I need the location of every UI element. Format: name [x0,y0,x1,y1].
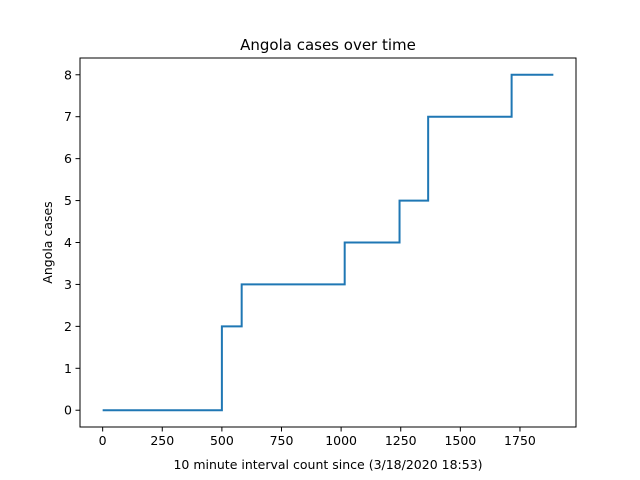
y-tick-label: 5 [64,193,72,208]
data-point [102,409,104,411]
x-tick-label: 0 [99,433,107,448]
y-tick-label: 2 [64,319,72,334]
y-tick-label: 3 [64,277,72,292]
x-tick-label: 250 [150,433,174,448]
plot-area-frame [79,57,577,428]
y-axis-label: Angola cases [40,201,55,283]
x-tick-label: 1000 [325,433,357,448]
data-point [399,200,401,202]
x-tick-label: 500 [210,433,234,448]
chart-title: Angola cases over time [240,36,416,54]
x-tick-label: 750 [270,433,294,448]
x-axis-label: 10 minute interval count since (3/18/202… [173,457,482,472]
data-point [511,74,513,76]
y-tick-label: 4 [64,235,72,250]
x-tick-label: 1750 [504,433,536,448]
data-point [344,242,346,244]
y-tick-label: 7 [64,109,72,124]
data-point [241,283,243,285]
data-point [221,325,223,327]
x-axis: 0 250 500 750 1000 1250 1500 1750 [99,427,536,448]
data-point [552,74,554,76]
x-tick-label: 1500 [444,433,476,448]
data-point [427,116,429,118]
y-tick-label: 6 [64,151,72,166]
y-axis: 0 1 2 3 4 5 6 7 8 [64,67,80,418]
x-tick-label: 1250 [385,433,417,448]
series-line [102,73,554,412]
y-tick-label: 8 [64,67,72,82]
series-layer [102,73,554,412]
y-tick-label: 0 [64,403,72,418]
y-tick-label: 1 [64,361,72,376]
